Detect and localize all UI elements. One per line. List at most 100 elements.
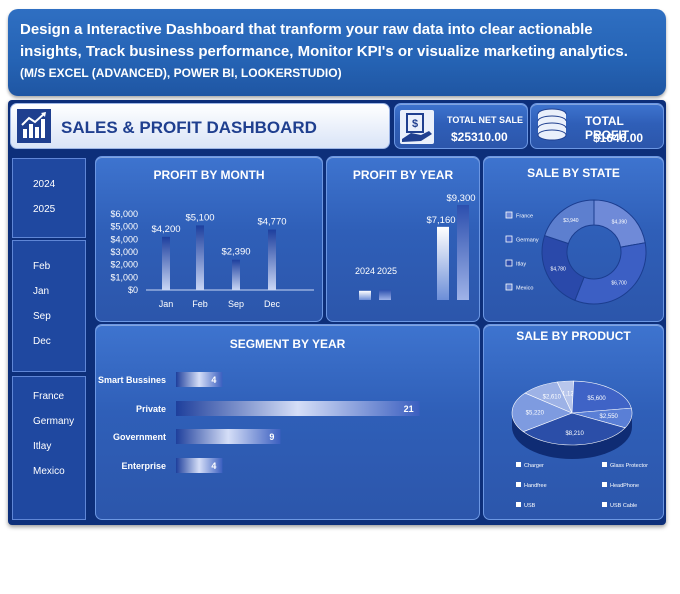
y-tick-label: $4,000 [110,234,138,244]
legend-swatch [516,502,521,507]
legend-swatch [602,502,607,507]
legend-label: Handfree [524,483,547,489]
pie-slice-usb-cable [524,381,573,414]
bar-sep [232,259,240,290]
banner-line-3: (M/S EXCEL (ADVANCED), POWER BI, LOOKERS… [20,66,342,80]
chart-segment-by-year: Smart Bussines 4 Private 21 Government 9 Enter… [98,372,420,473]
bar-2025-large [457,205,469,300]
slicer-country-itlay[interactable]: Itlay [33,441,52,452]
pie-slice-usb [511,392,573,433]
bar-segment [176,458,223,473]
legend-label: USB [524,503,536,509]
data-label: 21 [404,404,414,414]
panel-sale-by-state: SALE BY STATE $4,390 $6,700 $4,780 $3,940 Fr… [483,156,664,322]
legend-label: Charger [524,463,544,469]
slicer-month-jan[interactable]: Jan [33,286,50,297]
chart-title-segment-by-year: SEGMENT BY YEAR [229,337,346,351]
chart-title-sale-by-product: SALE BY PRODUCT [516,329,631,343]
legend-swatch [516,482,521,487]
data-label: $4,200 [151,224,180,235]
legend-label: Itlay [516,262,526,268]
cash-hand-icon: $ [400,110,434,144]
slicer-country-germany[interactable]: Germany [33,416,75,427]
donut-slice-mexico [544,199,595,245]
y-category-label: Private [136,404,166,414]
slicer-month-sep[interactable]: Sep [33,311,51,322]
bar-2024-large [437,226,449,300]
slicer-month-dec[interactable]: Dec [33,336,51,347]
bar-segment [176,401,420,416]
slice-label: $8,210 [565,431,584,437]
slicer-month-feb[interactable]: Feb [33,261,51,272]
legend-swatch [602,482,607,487]
pie-slice-glass-protector [571,380,632,414]
pie-slice-headphone [522,412,626,446]
legend-label: Germany [516,238,539,244]
legend-swatch [505,235,513,243]
y-tick-label: $0 [128,285,138,295]
data-label: $9,300 [446,193,475,204]
x-tick-label: Feb [192,299,208,309]
y-category-label: Government [113,432,166,442]
bar-2024-small [359,290,371,300]
data-label: $5,100 [185,212,214,223]
slicer-year: 2024 2025 [12,158,86,238]
slice-label: $5,600 [587,396,606,402]
slicer-country-france[interactable]: France [33,391,65,402]
dashboard: SALES & PROFIT DASHBOARD $ TOTAL NET SAL… [8,100,666,525]
kpi-profit-value: $1646.00 [593,131,644,145]
slicer-month: Feb Jan Sep Dec [12,240,86,372]
slicer-country: France Germany Itlay Mexico [12,376,86,520]
svg-text:$: $ [412,118,418,130]
dashboard-title: SALES & PROFIT DASHBOARD [61,118,317,137]
y-category-label: Smart Bussines [98,375,166,385]
promo-banner: Design a Interactive Dashboard that tran… [8,9,666,96]
data-label: $4,770 [257,217,286,228]
kpi-profit-label: TOTAL PROFIT [585,114,629,142]
bar-2025-small [379,289,391,300]
y-tick-label: $2,000 [110,260,138,270]
slicer-year-2025[interactable]: 2025 [33,204,56,215]
y-category-label: Enterprise [121,461,166,471]
bar-segment [176,429,281,444]
bar-segment [176,372,223,387]
y-tick-label: $5,000 [110,222,138,232]
banner-line-2: insights, Track business performance, Mo… [20,43,628,60]
slicer-country-mexico[interactable]: Mexico [33,466,65,477]
chart-sale-by-state: $4,390 $6,700 $4,780 $3,940 France Germany Itl… [505,199,647,305]
x-tick-label: Sep [228,299,244,309]
slice-label: $4,390 [612,220,628,226]
dashboard-header: SALES & PROFIT DASHBOARD [10,103,390,149]
chart-sale-by-product: $1,120 $5,600 $2,550 $8,210 $5,220 $2,610 Char… [511,380,648,509]
data-label: 9 [269,432,274,442]
legend-swatch [505,283,513,291]
chart-title-profit-by-year: PROFIT BY YEAR [352,168,454,182]
chart-title-sale-by-state: SALE BY STATE [527,166,620,180]
chart-profit-by-year: 2024 2025 $7,160 $9,300 [355,193,476,300]
slice-label: $4,780 [551,267,567,273]
kpi-net-sale: $ TOTAL NET SALE $25310.00 [394,103,528,149]
slice-label: $2,550 [600,414,619,420]
bar-feb [196,225,204,290]
legend-swatch [602,462,607,467]
kpi-net-sale-label: TOTAL NET SALE [447,115,524,125]
x-tick-label: Jan [159,299,174,309]
legend-label: USB Cable [610,503,637,509]
legend-label: Mexico [516,286,533,292]
x-tick-label: Dec [264,299,281,309]
x-tick-label: 2025 [377,266,397,276]
chart-title-profit-by-month: PROFIT BY MONTH [153,168,265,182]
bar-chart-growth-icon [17,109,51,143]
legend-swatch [505,211,513,219]
y-tick-label: $1,000 [110,272,138,282]
y-tick-label: $3,000 [110,247,138,257]
panel-profit-by-year: PROFIT BY YEAR 2024 2025 $7,160 $9,300 [326,156,480,322]
data-label: 4 [211,375,216,385]
slicer-year-2024[interactable]: 2024 [33,179,56,190]
x-tick-label: 2024 [355,266,375,276]
panel-profit-by-month: PROFIT BY MONTH $0 $1,000 $2,000 $3,000 $4,0… [95,156,323,322]
legend-label: France [516,214,533,220]
donut-slice-germany [574,242,647,305]
y-tick-label: $6,000 [110,209,138,219]
legend-swatch [516,462,521,467]
